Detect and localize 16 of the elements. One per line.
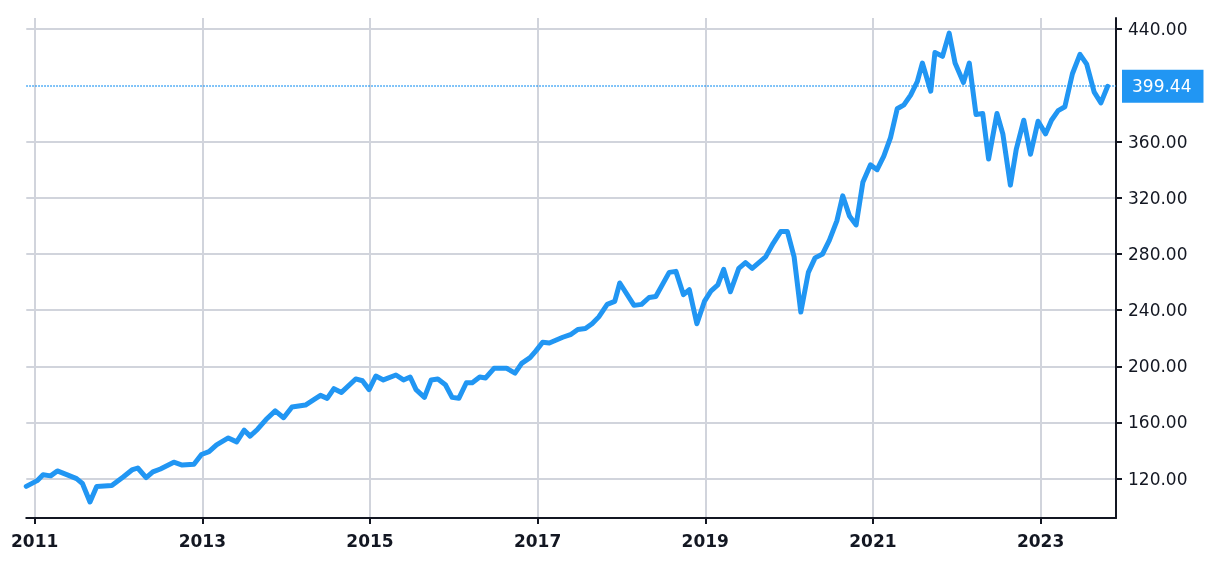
y-tick-label: 320.00 [1128,187,1188,208]
y-tick-label: 200.00 [1128,356,1188,377]
ref-line-label: 399.44 [1132,76,1192,97]
x-tick-label: 2023 [1016,530,1065,551]
x-tick-label: 2015 [346,530,394,551]
x-tick-label: 2021 [849,530,897,551]
x-tick-label: 2011 [10,530,59,551]
y-tick-label: 280.00 [1128,243,1188,264]
x-tick-label: 2017 [513,530,562,551]
y-tick-label: 240.00 [1128,300,1188,321]
y-tick-label: 360.00 [1128,131,1188,152]
y-tick-label: 120.00 [1128,468,1188,489]
y-tick-label: 440.00 [1128,19,1188,40]
x-tick-label: 2013 [178,530,226,551]
x-tick-label: 2019 [681,530,729,551]
y-tick-label: 160.00 [1128,412,1188,433]
